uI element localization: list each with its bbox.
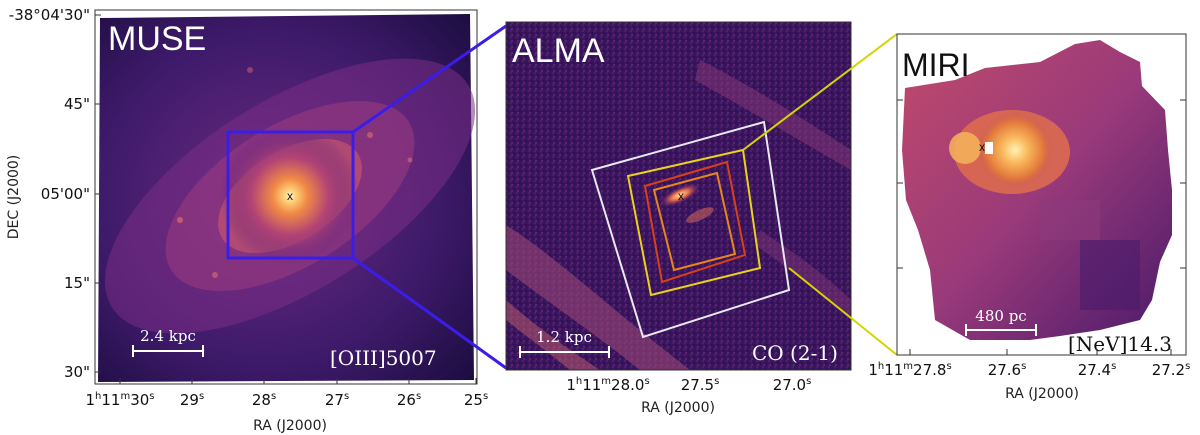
muse-y-tick-label: 30" (64, 363, 90, 381)
zoom-connector-top (352, 24, 507, 134)
miri-x-tick-label: 1h11m27.8s (868, 361, 951, 379)
miri-scalebar: 480 pc (965, 307, 1037, 336)
alma-box-red (643, 160, 747, 284)
miri-title: MIRI (902, 47, 970, 83)
miri-y-ticks (897, 99, 1186, 269)
muse-scalebar: 2.4 kpc (132, 327, 204, 357)
zoom-connector-bottom (352, 256, 507, 370)
alma-y-ticks (506, 102, 851, 287)
muse-nucleus-marker: x (287, 189, 293, 203)
muse-x-tick-label: 1h11m30s (85, 391, 154, 409)
alma-box-white (590, 120, 791, 339)
zoom-connector-top-2 (742, 33, 898, 151)
miri-scalebar-label: 480 pc (975, 307, 1026, 325)
alma-x-axis-label: RA (J2000) (641, 400, 715, 416)
muse-panel: x MUSE [OIII]5007 2.4 kpc -38°04'30" 45"… (6, 6, 488, 434)
miri-x-tick-label: 27.6s (988, 361, 1027, 379)
alma-scalebar: 1.2 kpc (519, 328, 610, 358)
muse-x-axis-label: RA (J2000) (253, 418, 327, 434)
miri-x-tick-label: 27.2s (1152, 361, 1191, 379)
alma-x-ticks: 1h11m28.0s 27.5s 27.0s (566, 364, 811, 394)
zoom-connector-bottom-2 (788, 267, 898, 356)
alma-scalebar-label: 1.2 kpc (536, 328, 592, 346)
muse-title: MUSE (108, 20, 206, 58)
muse-scalebar-label: 2.4 kpc (140, 327, 196, 345)
miri-x-tick-label: 27.4s (1078, 361, 1117, 379)
miri-line-label: [NeV]14.3 (1068, 332, 1172, 356)
muse-x-tick-label: 27s (325, 391, 349, 409)
miri-nucleus-marker: x (979, 140, 985, 154)
muse-y-ticks: -38°04'30" 45" 05'00" 15" 30" (9, 6, 101, 381)
alma-line-label: CO (2-1) (752, 341, 838, 365)
alma-x-tick-label: 1h11m28.0s (566, 376, 649, 394)
muse-y-tick-label: 05'00" (41, 185, 90, 203)
muse-y-tick-label: -38°04'30" (9, 6, 90, 24)
alma-x-tick-label: 27.0s (773, 376, 812, 394)
muse-line-label: [OIII]5007 (330, 346, 437, 370)
muse-y-tick-label: 15" (64, 274, 90, 292)
miri-x-axis-label: RA (J2000) (1005, 386, 1079, 402)
muse-zoom-box (226, 130, 355, 260)
muse-x-ticks: 1h11m30s 29s 28s 27s 26s 25s (85, 378, 488, 409)
alma-title: ALMA (512, 32, 605, 70)
muse-x-tick-label: 29s (180, 391, 204, 409)
muse-x-tick-label: 26s (397, 391, 421, 409)
alma-box-yellow (626, 148, 762, 297)
miri-panel: x MIRI [NeV]14.3 480 pc 1h11m27.8s 27.6s… (868, 33, 1190, 402)
alma-nucleus-marker: x (678, 189, 684, 203)
alma-x-tick-label: 27.5s (681, 376, 720, 394)
muse-y-axis-label: DEC (J2000) (6, 155, 22, 240)
muse-y-tick-label: 45" (64, 95, 90, 113)
alma-box-orange (652, 171, 737, 272)
muse-x-tick-label: 25s (464, 391, 488, 409)
miri-x-ticks: 1h11m27.8s 27.6s 27.4s 27.2s (868, 349, 1190, 379)
alma-panel: x ALMA CO (2-1) 1.2 kpc 1h11m28.0s 27.5s… (505, 21, 852, 416)
muse-x-tick-label: 28s (252, 391, 276, 409)
